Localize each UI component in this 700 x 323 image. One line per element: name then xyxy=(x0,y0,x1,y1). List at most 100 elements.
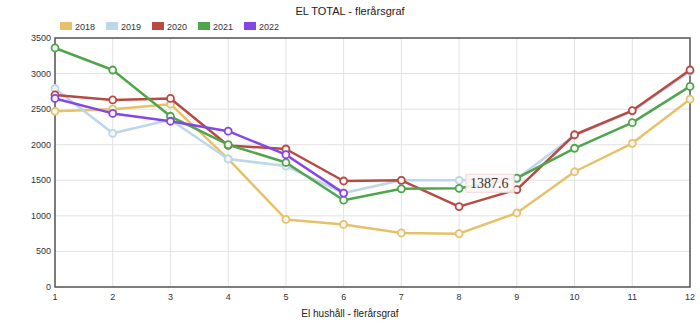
series-point xyxy=(571,132,578,139)
series-point xyxy=(282,216,289,223)
series-point xyxy=(109,96,116,103)
legend-label: 2019 xyxy=(121,22,141,32)
series-point xyxy=(629,140,636,147)
series-point xyxy=(225,128,232,135)
chart: EL TOTAL - flerårsgraf050010001500200025… xyxy=(0,0,700,323)
x-tick-label: 10 xyxy=(570,292,580,302)
x-tick-label: 3 xyxy=(168,292,173,302)
y-tick-label: 0 xyxy=(46,282,51,292)
series-point xyxy=(340,197,347,204)
series-point xyxy=(629,119,636,126)
series-line xyxy=(55,71,690,193)
series-group xyxy=(52,44,694,237)
series-point xyxy=(340,190,347,197)
x-grid-line xyxy=(516,38,517,287)
series-point xyxy=(340,221,347,228)
x-grid-line xyxy=(401,38,402,287)
series-point xyxy=(456,203,463,210)
series-point xyxy=(687,96,694,103)
series-point xyxy=(398,229,405,236)
series-point xyxy=(687,67,694,74)
x-tick-label: 7 xyxy=(399,292,404,302)
series-point xyxy=(52,108,59,115)
y-grid-line xyxy=(55,109,690,110)
series-point xyxy=(167,118,174,125)
legend-swatch xyxy=(60,22,72,30)
series-point xyxy=(629,108,636,115)
series-point xyxy=(456,230,463,237)
series-point xyxy=(398,185,405,192)
x-tick-label: 12 xyxy=(685,292,695,302)
series-point xyxy=(225,142,232,149)
series-point xyxy=(52,44,59,51)
y-grid-line xyxy=(55,73,690,74)
series-point xyxy=(398,177,405,184)
series-point xyxy=(629,107,636,114)
series-line xyxy=(55,99,690,233)
x-tick-label: 8 xyxy=(457,292,462,302)
series-point xyxy=(109,130,116,137)
y-grid-line xyxy=(55,215,690,216)
x-tick-label: 4 xyxy=(226,292,231,302)
series-point xyxy=(340,190,347,197)
series-point xyxy=(456,185,463,192)
grid xyxy=(55,38,690,287)
x-tick-label: 5 xyxy=(283,292,288,302)
annotation-box xyxy=(466,174,514,192)
series-point xyxy=(225,141,232,148)
y-tick-label: 3500 xyxy=(31,33,51,43)
series-line xyxy=(55,48,690,200)
plot-area xyxy=(55,38,690,287)
series-point xyxy=(571,145,578,152)
series-point xyxy=(398,177,405,184)
x-grid-line xyxy=(343,38,344,287)
x-grid-line xyxy=(574,38,575,287)
legend: 2018 2019 2020 2021 2022 xyxy=(60,22,279,32)
x-tick-label: 9 xyxy=(514,292,519,302)
y-tick-label: 3000 xyxy=(31,69,51,79)
annotation: 1387.6 xyxy=(466,174,514,192)
series-point xyxy=(456,177,463,184)
legend-swatch xyxy=(198,22,210,30)
legend-label: 2021 xyxy=(213,22,233,32)
y-tick-label: 2000 xyxy=(31,140,51,150)
series-point xyxy=(109,67,116,74)
plot-frame xyxy=(55,38,690,287)
series-point xyxy=(571,131,578,138)
legend-label: 2022 xyxy=(259,22,279,32)
x-tick-label: 2 xyxy=(110,292,115,302)
x-grid-line xyxy=(632,38,633,287)
x-grid-line xyxy=(459,38,460,287)
series-point xyxy=(513,210,520,217)
series-point xyxy=(687,83,694,90)
series-point xyxy=(225,155,232,162)
legend-swatch xyxy=(106,22,118,30)
chart-title: EL TOTAL - flerårsgraf xyxy=(295,5,405,17)
series-point xyxy=(225,155,232,162)
y-grid-line xyxy=(55,144,690,145)
x-grid-line xyxy=(170,38,171,287)
series-point xyxy=(167,95,174,102)
y-tick-label: 1500 xyxy=(31,175,51,185)
series-line xyxy=(55,98,344,193)
annotation-text: 1387.6 xyxy=(470,176,509,191)
series-point xyxy=(282,159,289,166)
y-tick-label: 1000 xyxy=(31,211,51,221)
legend-label: 2018 xyxy=(75,22,95,32)
x-tick-label: 6 xyxy=(341,292,346,302)
y-tick-label: 2500 xyxy=(31,104,51,114)
x-grid-line xyxy=(112,38,113,287)
footer-title: El hushåll - flerårsgraf xyxy=(301,308,398,319)
series-point xyxy=(340,177,347,184)
series-point xyxy=(571,168,578,175)
y-tick-label: 500 xyxy=(36,246,51,256)
y-grid-line xyxy=(55,251,690,252)
legend-swatch xyxy=(244,22,256,30)
legend-swatch xyxy=(152,22,164,30)
x-tick-label: 11 xyxy=(628,292,637,302)
series-point xyxy=(52,95,59,102)
x-tick-label: 1 xyxy=(52,292,57,302)
series-point xyxy=(109,110,116,117)
series-point xyxy=(282,151,289,158)
legend-label: 2020 xyxy=(167,22,187,32)
